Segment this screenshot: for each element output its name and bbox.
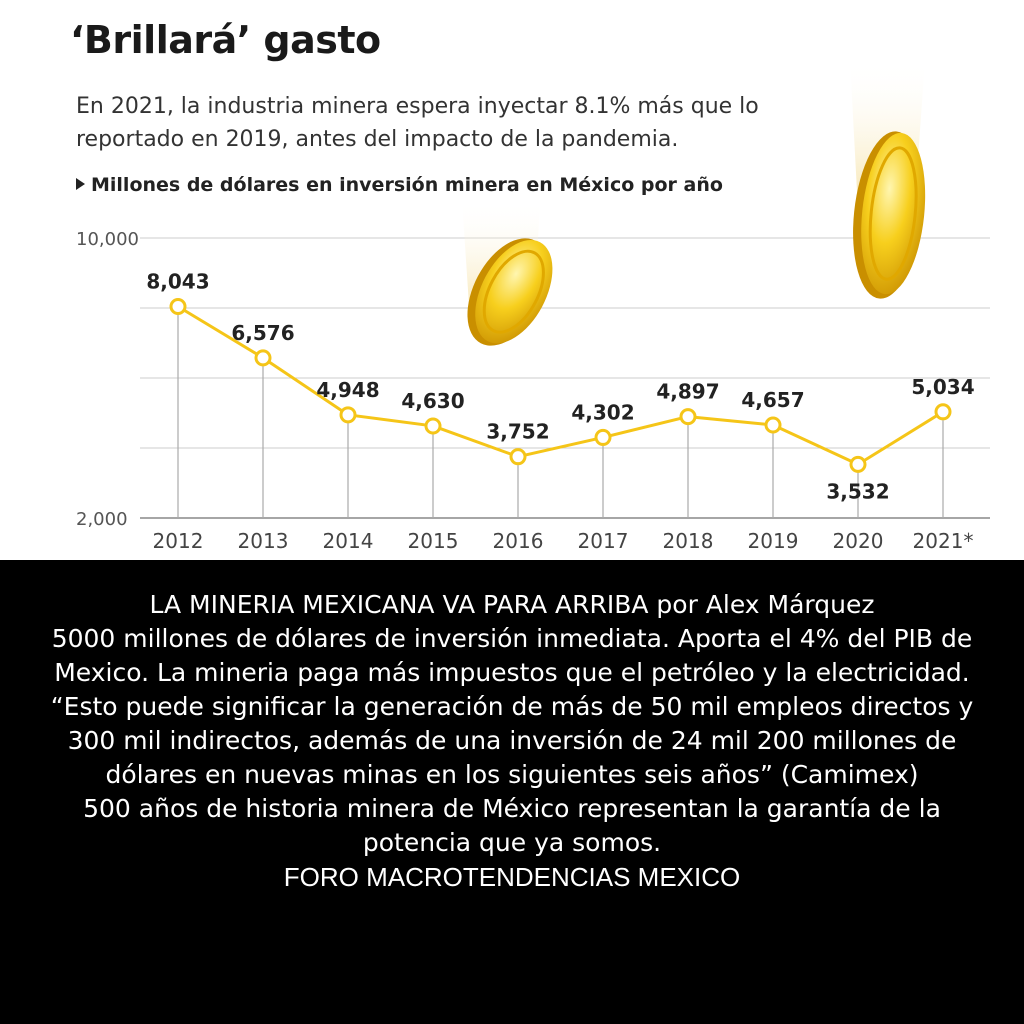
falling-gold-coin-icon [462,200,553,346]
series-line-layer [177,305,944,466]
falling-gold-coin-icon [850,60,926,299]
data-point [594,428,612,446]
data-label: 3,532 [826,479,889,503]
caption-quote: “Esto puede significar la generación de … [50,692,974,789]
y-tick-label: 10,000 [76,229,139,250]
data-point [679,408,697,426]
caption-signature: FORO MACROTENDENCIAS MEXICO [283,862,741,892]
caption-paragraph-investment: 5000 millones de dólares de inversión in… [51,624,973,687]
x-tick-label: 2016 [493,529,544,553]
series-label-text: Millones de dólares en inversión minera … [91,174,723,196]
y-tick-labels: 10,000 2,000 [76,229,139,530]
data-label: 3,752 [486,420,549,444]
grid-layer [140,237,990,519]
caption-headline: LA MINERIA MEXICANA VA PARA ARRIBA por A… [149,590,875,619]
data-point [509,448,527,466]
data-point [169,297,187,315]
y-tick-label: 2,000 [76,509,128,530]
x-tick-label: 2020 [833,529,884,553]
x-tick-label: 2019 [748,529,799,553]
data-point [934,403,952,421]
x-tick-label: 2014 [323,529,374,553]
caption-text: LA MINERIA MEXICANA VA PARA ARRIBA por A… [40,588,984,894]
x-tick-labels: 2012 2013 2014 2015 2016 2017 2018 2019 2020 2021… [153,529,974,553]
caption-paragraph-history: 500 años de historia minera de México re… [83,794,941,857]
data-label: 4,657 [741,388,804,412]
data-labels: 8,043 6,576 4,948 4,630 3,752 4,302 4,897 4,657… [146,269,974,503]
line-chart: 8,043 6,576 4,948 4,630 3,752 4,302 4,897 4,657… [76,60,990,553]
x-tick-label: 2015 [408,529,459,553]
data-label: 8,043 [146,269,209,293]
chart-panel: ‘Brillará’ gasto En 2021, la industria m… [70,18,990,553]
drop-lines [177,306,944,518]
x-tick-label: 2018 [663,529,714,553]
series-line [177,305,944,466]
data-points [169,297,952,473]
data-label: 4,630 [401,389,464,413]
x-tick-label: 2017 [578,529,629,553]
data-label: 4,302 [571,400,634,424]
data-point [339,406,357,424]
data-point [254,349,272,367]
chart-title: ‘Brillará’ gasto [70,18,381,62]
data-point [849,455,867,473]
data-point [424,417,442,435]
data-label: 4,897 [656,380,719,404]
x-tick-label: 2012 [153,529,204,553]
data-label: 6,576 [231,321,294,345]
data-label: 5,034 [911,375,974,399]
data-point [764,416,782,434]
data-label: 4,948 [316,378,379,402]
chart-subtitle: En 2021, la industria minera espera inye… [76,94,759,152]
caption-panel: LA MINERIA MEXICANA VA PARA ARRIBA por A… [0,560,1024,1024]
x-tick-label: 2021* [913,529,974,553]
triangle-bullet-icon [76,177,85,190]
x-tick-label: 2013 [238,529,289,553]
series-label: Millones de dólares en inversión minera … [76,174,723,196]
